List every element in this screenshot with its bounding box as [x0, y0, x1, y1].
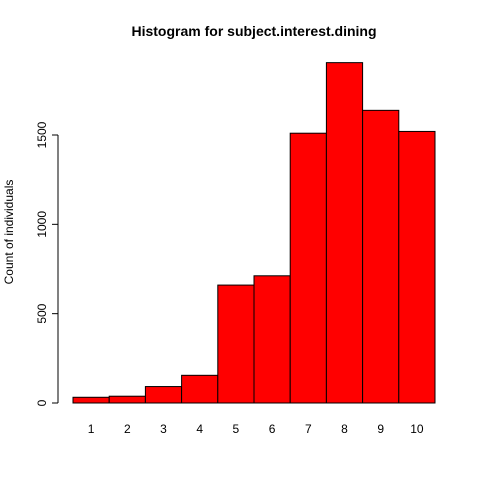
y-tick-label: 1500 [35, 121, 49, 148]
x-tick-label-3: 3 [160, 422, 167, 436]
bar-9 [362, 109, 400, 404]
x-tick-label-4: 4 [196, 422, 203, 436]
bar-6 [253, 275, 291, 404]
y-axis: 0 500 1000 1500 [35, 121, 59, 406]
y-axis-label: Count of individuals [2, 180, 16, 285]
x-tick-label-5: 5 [233, 422, 240, 436]
x-tick-label-10: 10 [410, 422, 424, 436]
y-tick-label: 1000 [35, 211, 49, 238]
bar-10 [398, 130, 436, 404]
x-tick-label-6: 6 [269, 422, 276, 436]
x-tick-label-7: 7 [305, 422, 312, 436]
bars-group [72, 62, 436, 404]
bar-5 [217, 284, 255, 404]
chart-title: Histogram for subject.interest.dining [131, 23, 376, 39]
y-tick-label: 0 [35, 399, 49, 406]
x-tick-label-2: 2 [124, 422, 131, 436]
y-tick-label: 500 [35, 303, 49, 323]
bar-1 [72, 396, 110, 404]
bar-3 [144, 386, 183, 404]
bar-8 [325, 62, 364, 404]
x-tick-label-9: 9 [377, 422, 384, 436]
x-tick-label-8: 8 [341, 422, 348, 436]
bar-2 [108, 395, 146, 404]
bar-7 [289, 132, 327, 404]
x-tick-label-1: 1 [88, 422, 95, 436]
bar-4 [181, 374, 219, 404]
x-axis-labels: 1 2 3 4 5 6 7 8 9 10 [88, 422, 424, 436]
